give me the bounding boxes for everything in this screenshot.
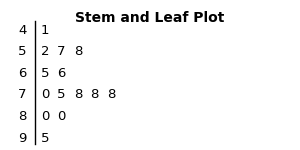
Text: 4: 4 <box>18 24 27 36</box>
Text: 5: 5 <box>41 67 49 80</box>
Text: 0: 0 <box>41 110 49 123</box>
Text: 5: 5 <box>57 88 66 101</box>
Text: 6: 6 <box>57 67 66 80</box>
Text: Stem and Leaf Plot: Stem and Leaf Plot <box>75 11 225 24</box>
Text: 2: 2 <box>41 45 49 58</box>
Text: 0: 0 <box>57 110 66 123</box>
Text: 5: 5 <box>41 132 49 144</box>
Text: 9: 9 <box>18 132 27 144</box>
Text: 8: 8 <box>74 88 82 101</box>
Text: 1: 1 <box>41 24 49 36</box>
Text: 8: 8 <box>18 110 27 123</box>
Text: 7: 7 <box>18 88 27 101</box>
Text: 0: 0 <box>41 88 49 101</box>
Text: 7: 7 <box>57 45 66 58</box>
Text: 8: 8 <box>107 88 115 101</box>
Text: 8: 8 <box>90 88 99 101</box>
Text: 8: 8 <box>74 45 82 58</box>
Text: 5: 5 <box>18 45 27 58</box>
Text: 6: 6 <box>18 67 27 80</box>
